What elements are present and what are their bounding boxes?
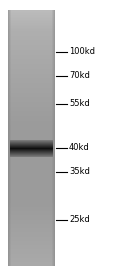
Text: 100kd: 100kd <box>69 47 95 57</box>
Text: 55kd: 55kd <box>69 100 90 108</box>
Text: 70kd: 70kd <box>69 71 90 81</box>
Text: 25kd: 25kd <box>69 216 90 224</box>
Text: 40kd: 40kd <box>69 144 90 153</box>
Text: 35kd: 35kd <box>69 168 90 176</box>
